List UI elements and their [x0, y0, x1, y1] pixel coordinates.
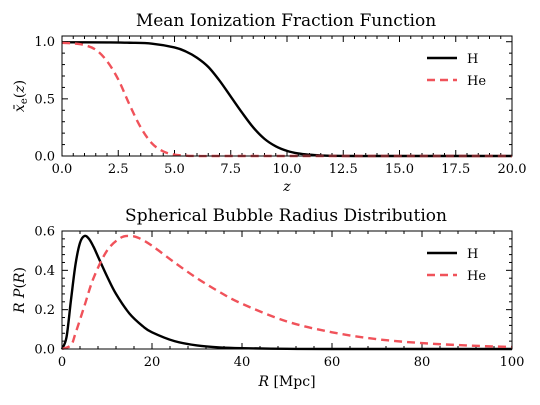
panel1-frame [61, 35, 513, 157]
series-line-he [61, 234, 513, 351]
series-line-h [61, 41, 512, 158]
panel-bubble-radius: Spherical Bubble Radius Distribution 0 20… [12, 206, 524, 390]
y-tick-label: 1.0 [34, 35, 55, 50]
y-tick-label: 0.2 [34, 303, 55, 318]
x-tick-label: 80 [414, 355, 431, 370]
legend-label-he: He [467, 74, 486, 89]
x-tick-label: 2.5 [108, 162, 129, 177]
x-tick-label: 5.0 [164, 162, 185, 177]
x-tick-label: 100 [500, 355, 525, 370]
x-tick-label: 20 [144, 355, 161, 370]
y-tick-label: 0.0 [34, 150, 55, 165]
x-tick-label: 12.5 [329, 162, 358, 177]
x-tick-label: 10.0 [273, 162, 302, 177]
x-tick-label: 40 [234, 355, 251, 370]
legend-label-he: He [467, 269, 486, 284]
series-line-h [60, 234, 513, 351]
y-tick-label: 0.6 [34, 225, 55, 240]
panel1-ylabel: x̄e(z) [12, 80, 30, 112]
x-tick-label: 60 [324, 355, 341, 370]
panel1-xlabel: z [282, 179, 291, 195]
x-tick-label: 17.5 [441, 162, 470, 177]
panel2-ylabel: R P(R) [12, 267, 28, 314]
panel1-legend: H He [427, 52, 486, 89]
y-tick-label: 0.4 [34, 264, 55, 279]
panel2-xlabel: R [Mpc] [257, 374, 315, 390]
x-tick-label: 0.0 [52, 162, 73, 177]
legend-label-h: H [467, 52, 478, 67]
x-tick-label: 20.0 [498, 162, 527, 177]
x-tick-label: 15.0 [385, 162, 414, 177]
x-tick-label: 0 [58, 355, 66, 370]
panel2-title: Spherical Bubble Radius Distribution [125, 206, 447, 226]
panel1-title: Mean Ionization Fraction Function [136, 11, 436, 31]
panel2-legend: H He [427, 247, 486, 284]
y-tick-label: 0.0 [34, 343, 55, 358]
legend-label-h: H [467, 247, 478, 262]
y-tick-label: 0.5 [34, 92, 55, 107]
panel2-frame [61, 230, 513, 350]
panel-ionization: Mean Ionization Fraction Function 0.0 2.5… [12, 11, 526, 195]
x-tick-label: 7.5 [220, 162, 241, 177]
series-line-he [61, 41, 512, 158]
